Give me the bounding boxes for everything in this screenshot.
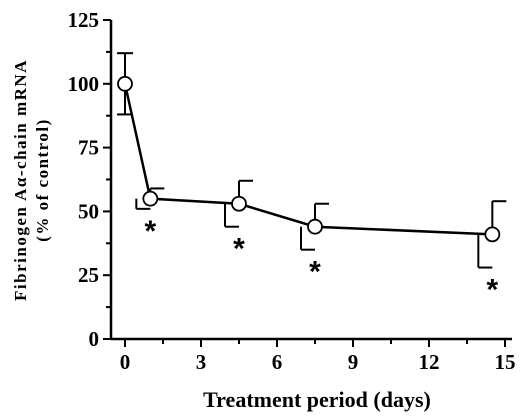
significance-asterisk: * — [233, 233, 245, 266]
data-point — [484, 226, 501, 243]
x-axis-title: Treatment period (days) — [203, 387, 431, 412]
y-axis-title-line2: (% of control) — [33, 118, 52, 242]
data-point — [307, 218, 323, 235]
significance-asterisk: * — [486, 274, 498, 307]
error-bars — [117, 52, 507, 269]
error-bar — [300, 202, 329, 251]
y-tick-label: 25 — [78, 263, 99, 287]
x-tick-label: 3 — [196, 350, 207, 374]
x-tick-label: 9 — [348, 350, 359, 374]
axes — [109, 20, 512, 341]
y-tick-label: 75 — [78, 136, 99, 160]
significance-asterisk: * — [144, 215, 156, 248]
y-tick-label: 0 — [89, 327, 100, 351]
data-point — [142, 190, 159, 207]
data-point — [231, 195, 247, 212]
significance-asterisk: * — [309, 256, 321, 289]
y-tick-label: 125 — [68, 8, 100, 32]
x-tick-label: 15 — [495, 350, 516, 374]
x-tick-label: 0 — [120, 350, 131, 374]
x-tick-label: 6 — [272, 350, 283, 374]
error-bar — [224, 179, 253, 228]
significance-marks: * * * * — [144, 215, 498, 307]
y-tick-label: 100 — [68, 72, 100, 96]
series-line — [123, 83, 493, 236]
data-points — [117, 75, 501, 243]
y-axis-title-line1: Fibrinogen Aα-chain mRNA — [11, 59, 30, 301]
series-line-group — [123, 83, 493, 236]
y-tick-label: 50 — [78, 199, 99, 223]
ticks: 0 25 50 75 100 125 0 3 6 9 12 15 — [68, 8, 516, 374]
data-point — [117, 75, 133, 92]
x-tick-label: 12 — [419, 350, 440, 374]
